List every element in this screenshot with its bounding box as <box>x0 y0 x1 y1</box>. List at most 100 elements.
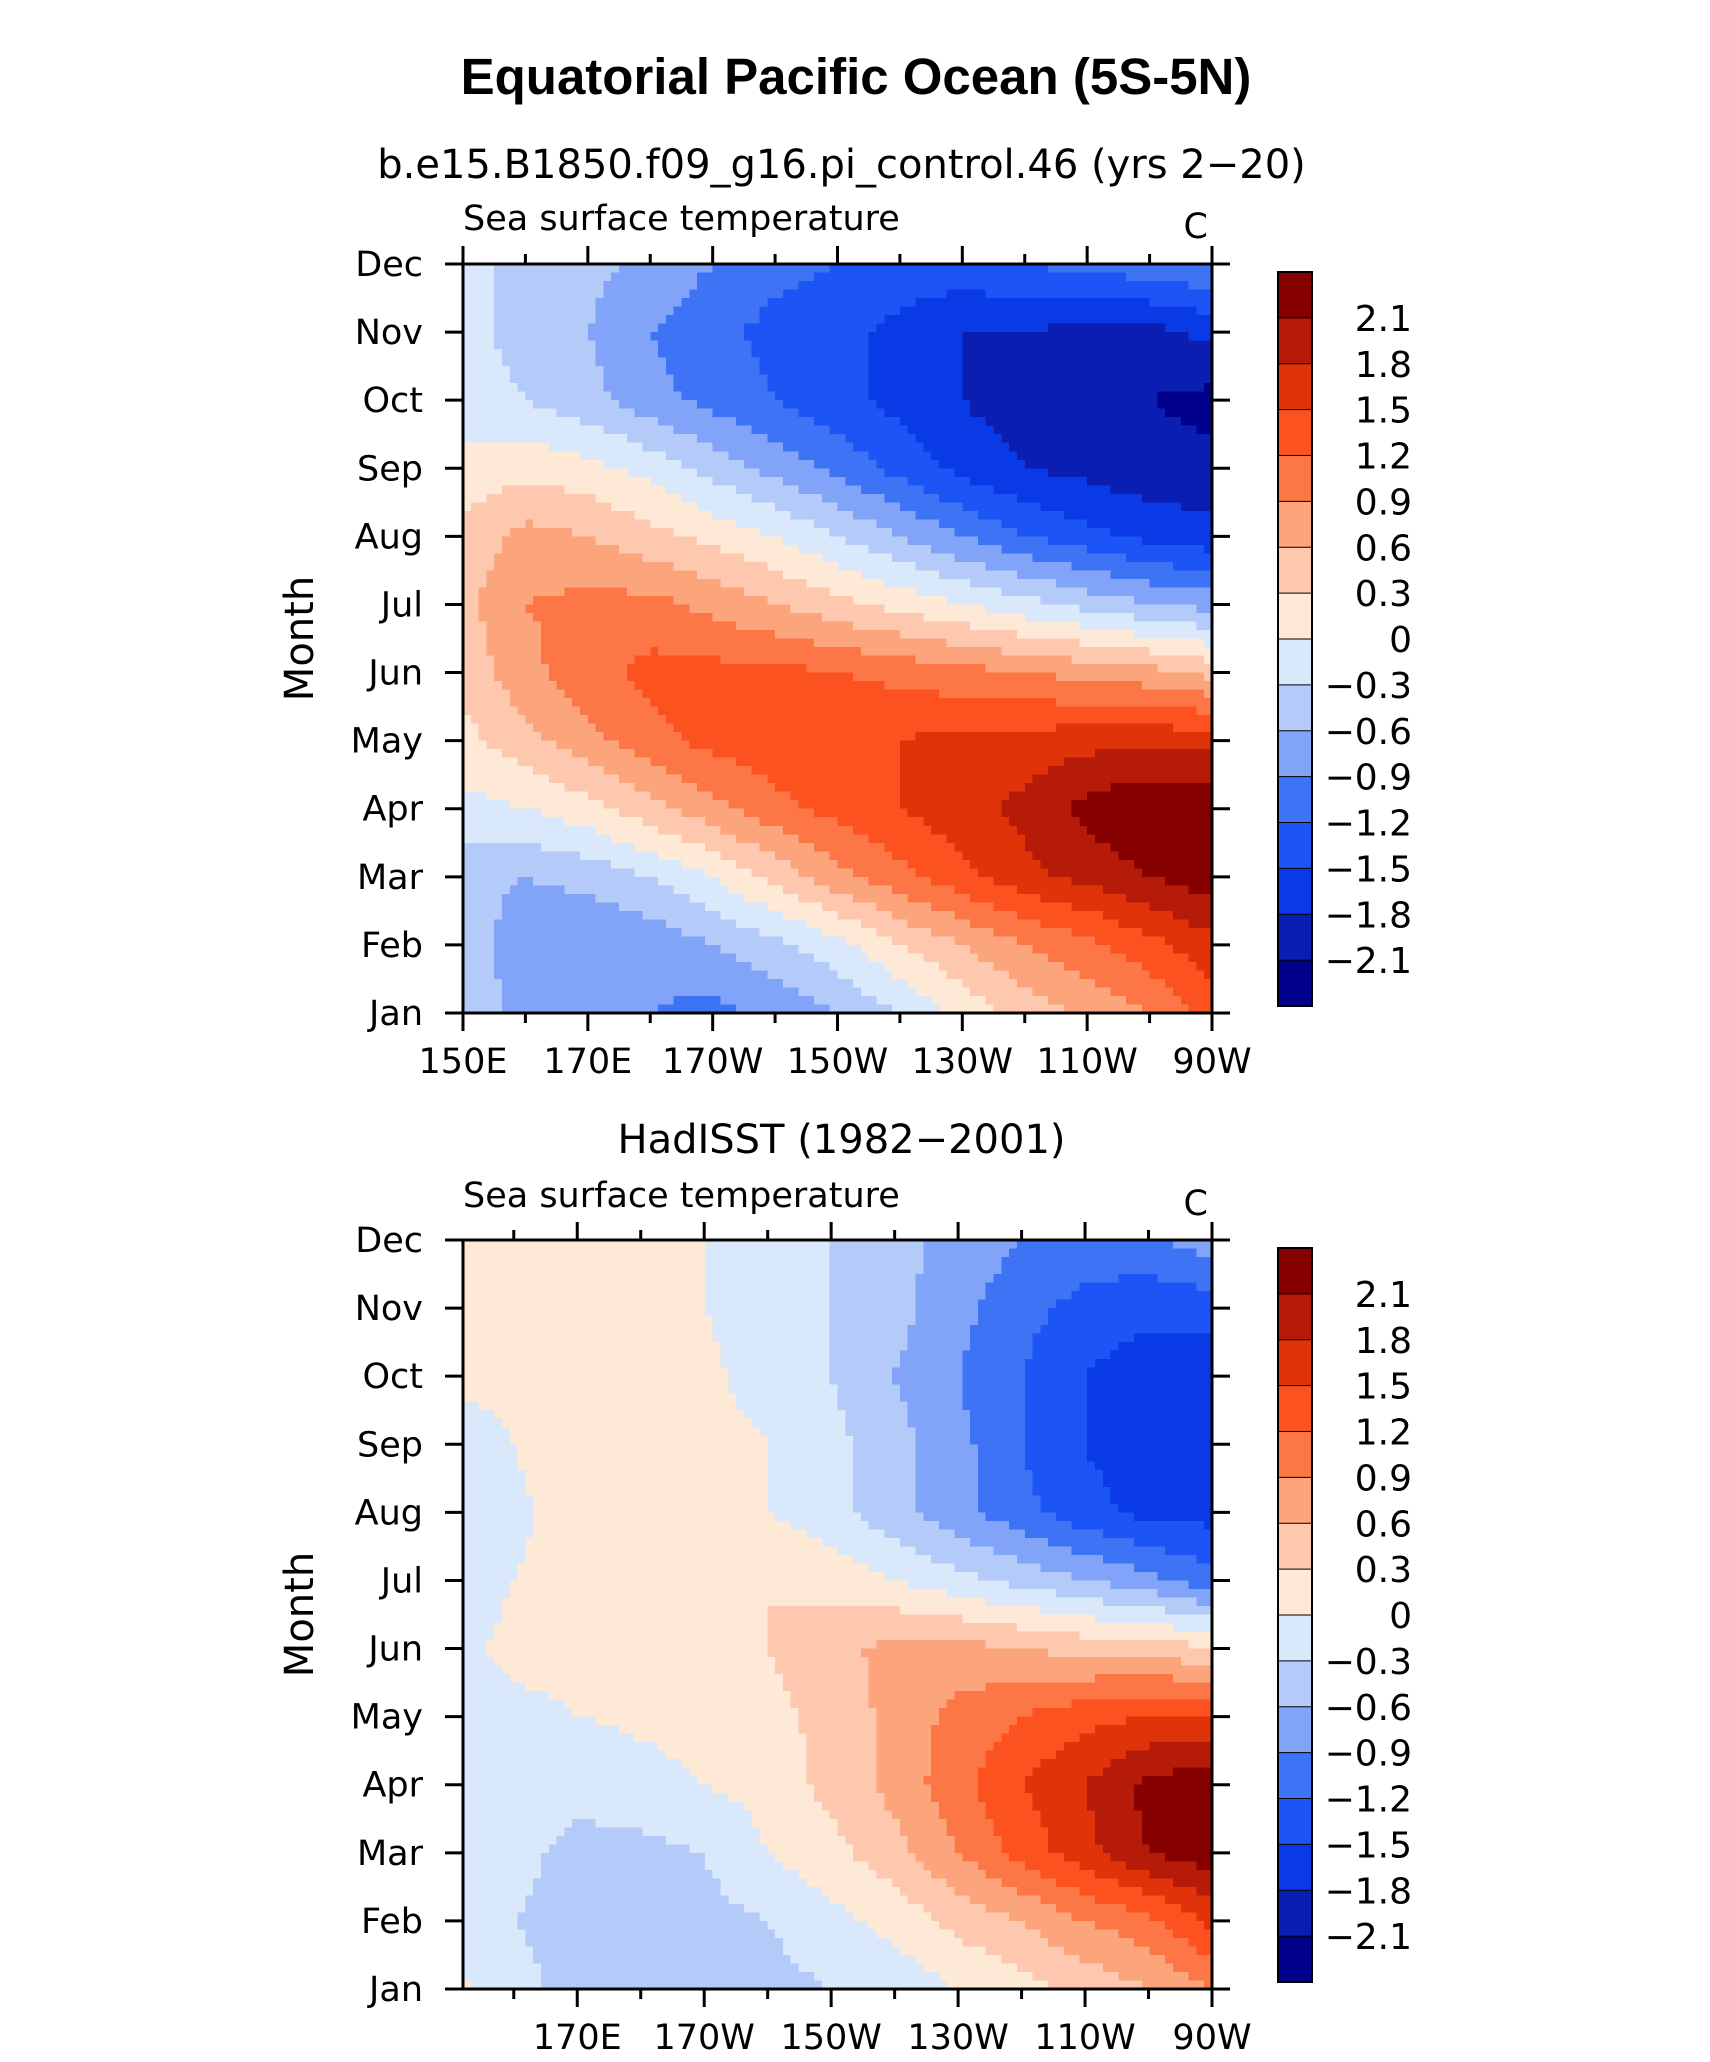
heatmap-cell <box>876 629 885 640</box>
heatmap-cell <box>556 281 566 291</box>
heatmap-cell <box>1196 400 1205 410</box>
heatmap-cell <box>478 442 487 452</box>
heatmap-cell <box>1055 587 1065 597</box>
heatmap-cell <box>603 621 612 631</box>
heatmap-cell <box>954 510 963 520</box>
heatmap-cell <box>931 349 940 359</box>
heatmap-cell <box>970 459 979 469</box>
heatmap-cell <box>860 629 870 640</box>
heatmap-cell <box>946 527 956 537</box>
heatmap-cell <box>1040 264 1049 274</box>
heatmap-cell <box>743 340 753 350</box>
heatmap-cell <box>860 681 870 691</box>
heatmap-cell <box>1196 689 1205 699</box>
heatmap-cell <box>946 519 956 529</box>
heatmap-cell <box>665 289 675 299</box>
heatmap-cell <box>509 698 519 708</box>
heatmap-cell <box>806 264 815 274</box>
heatmap-cell <box>564 366 573 376</box>
heatmap-cell <box>1063 647 1073 657</box>
heatmap-cell <box>938 468 948 478</box>
heatmap-cell <box>712 647 722 657</box>
heatmap-cell <box>494 689 503 699</box>
heatmap-cell <box>587 434 597 444</box>
heatmap-cell <box>642 349 651 359</box>
heatmap-cell <box>1055 417 1065 427</box>
heatmap-cell <box>829 681 839 691</box>
heatmap-cell <box>743 681 753 691</box>
heatmap-cell <box>1165 587 1174 597</box>
heatmap-cell <box>665 340 675 350</box>
heatmap-cell <box>743 332 753 342</box>
heatmap-cell <box>899 561 909 572</box>
heatmap-cell <box>1055 272 1065 282</box>
heatmap-cell <box>681 315 690 325</box>
heatmap-cell <box>1165 264 1174 274</box>
heatmap-cell <box>970 332 979 342</box>
heatmap-cell <box>556 323 566 333</box>
heatmap-cell <box>1001 459 1010 469</box>
heatmap-cell <box>1118 519 1127 529</box>
heatmap-cell <box>603 468 612 478</box>
heatmap-cell <box>907 374 917 384</box>
heatmap-cell <box>1126 323 1135 333</box>
heatmap-cell <box>868 476 878 486</box>
heatmap-cell <box>782 544 792 554</box>
heatmap-cell <box>829 612 839 623</box>
heatmap-cell <box>845 442 854 452</box>
heatmap-cell <box>1055 544 1065 554</box>
heatmap-cell <box>580 417 589 427</box>
heatmap-cell <box>821 553 831 563</box>
heatmap-cell <box>837 595 846 606</box>
heatmap-cell <box>962 681 971 691</box>
heatmap-cell <box>1071 510 1080 520</box>
heatmap-cell <box>845 553 854 563</box>
heatmap-cell <box>1110 621 1119 631</box>
heatmap-cell <box>751 306 761 316</box>
heatmap-cell <box>611 587 620 597</box>
heatmap-cell <box>751 638 761 648</box>
heatmap-cell <box>548 417 558 427</box>
heatmap-cell <box>868 544 878 554</box>
heatmap-cell <box>478 332 487 342</box>
heatmap-cell <box>743 272 753 282</box>
heatmap-cell <box>665 485 675 495</box>
heatmap-cell <box>868 502 878 512</box>
heatmap-cell <box>814 655 823 665</box>
heatmap-cell <box>634 587 644 597</box>
heatmap-cell <box>993 664 1002 674</box>
heatmap-cell <box>1009 664 1018 674</box>
heatmap-cell <box>1063 664 1073 674</box>
heatmap-cell <box>1157 689 1166 699</box>
heatmap-cell <box>798 400 807 410</box>
heatmap-cell <box>931 272 940 282</box>
heatmap-cell <box>704 493 714 503</box>
heatmap-cell <box>1133 553 1143 563</box>
heatmap-cell <box>580 264 589 274</box>
heatmap-cell <box>1016 561 1026 572</box>
heatmap-cell <box>938 647 948 657</box>
heatmap-cell <box>1126 493 1135 503</box>
heatmap-cell <box>1055 468 1065 478</box>
heatmap-cell <box>603 493 612 503</box>
heatmap-cell <box>1204 425 1213 435</box>
heatmap-cell <box>494 519 503 529</box>
heatmap-cell <box>728 264 737 274</box>
heatmap-cell <box>541 655 550 665</box>
heatmap-cell <box>587 527 597 537</box>
heatmap-cell <box>985 629 995 640</box>
heatmap-cell <box>821 604 831 614</box>
heatmap-cell <box>1040 621 1049 631</box>
heatmap-cell <box>587 391 597 401</box>
heatmap-cell <box>860 672 870 682</box>
heatmap-cell <box>845 459 854 469</box>
heatmap-cell <box>619 638 628 648</box>
heatmap-cell <box>775 698 784 708</box>
heatmap-cell <box>470 604 480 614</box>
heatmap-cell <box>1180 332 1190 342</box>
heatmap-cell <box>837 289 846 299</box>
heatmap-cell <box>1180 629 1190 640</box>
heatmap-cell <box>595 629 605 640</box>
heatmap-cell <box>509 664 519 674</box>
heatmap-cell <box>1204 434 1213 444</box>
